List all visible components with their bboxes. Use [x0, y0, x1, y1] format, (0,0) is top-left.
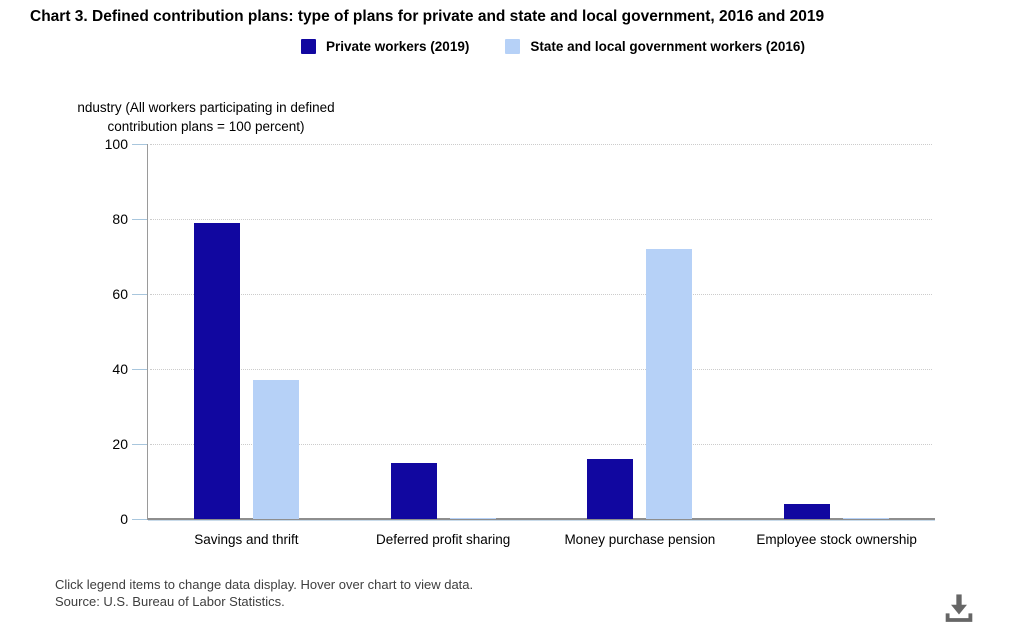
gridline-80 [150, 219, 932, 220]
legend-item-private[interactable]: Private workers (2019) [301, 39, 469, 54]
x-axis-label-3: Money purchase pension [564, 532, 716, 547]
legend-swatch-icon [301, 39, 316, 54]
gridline-100 [150, 144, 932, 145]
y-tick-60 [132, 293, 147, 295]
y-axis-line [147, 144, 148, 520]
footer-source: Source: U.S. Bureau of Labor Statistics. [55, 593, 285, 609]
y-tick-label: 100 [104, 136, 128, 152]
y-tick-label: 20 [112, 436, 128, 452]
y-tick-40 [132, 368, 147, 370]
x-axis-label-2: Deferred profit sharing [375, 532, 511, 547]
y-tick-0 [132, 518, 147, 520]
x-axis-line-shadow [148, 520, 935, 521]
chart-footer: Click legend items to change data displa… [55, 577, 473, 610]
legend-item-state-local[interactable]: State and local government workers (2016… [505, 39, 805, 54]
y-tick-label: 60 [112, 286, 128, 302]
y-axis-title-line2: contribution plans = 100 percent) [107, 119, 305, 134]
x-axis-label-4: Employee stock ownership [756, 532, 917, 547]
download-button[interactable] [936, 586, 982, 628]
bar-private-3[interactable] [587, 459, 634, 519]
bar-state-local-3[interactable] [646, 249, 693, 519]
bar-state-local-2[interactable] [449, 517, 496, 519]
plot-area: 0 20 40 60 80 100 Savings and thrift Deferred p… [105, 136, 935, 547]
y-tick-label: 40 [112, 361, 128, 377]
y-tick-80 [132, 218, 147, 220]
y-tick-label: 80 [112, 211, 128, 227]
legend-swatch-icon [505, 39, 521, 54]
bar-private-2[interactable] [390, 462, 437, 519]
footer-hint: Click legend items to change data displa… [55, 577, 474, 592]
bar-state-local-4[interactable] [843, 517, 890, 519]
y-tick-100 [132, 143, 147, 145]
legend-item-label: Private workers (2019) [326, 39, 470, 54]
bar-state-local-1[interactable] [252, 380, 299, 519]
gridline-20 [150, 444, 932, 445]
gridline-40 [150, 369, 932, 370]
y-axis-title: ndustry (All workers participating in de… [40, 98, 372, 136]
y-tick-20 [132, 443, 147, 445]
gridline-60 [150, 294, 932, 295]
chart-title: Chart 3. Defined contribution plans: typ… [30, 8, 825, 25]
legend-item-label: State and local government workers (2016… [530, 39, 805, 54]
bar-private-1[interactable] [193, 222, 240, 519]
bar-private-4[interactable] [784, 504, 831, 519]
x-axis-label-1: Savings and thrift [194, 532, 299, 547]
y-axis-title-line1: ndustry (All workers participating in de… [77, 100, 335, 115]
x-axis-line [148, 518, 935, 520]
y-tick-label: 0 [120, 511, 128, 527]
download-icon [945, 594, 973, 622]
legend: Private workers (2019) State and local go… [301, 39, 805, 54]
